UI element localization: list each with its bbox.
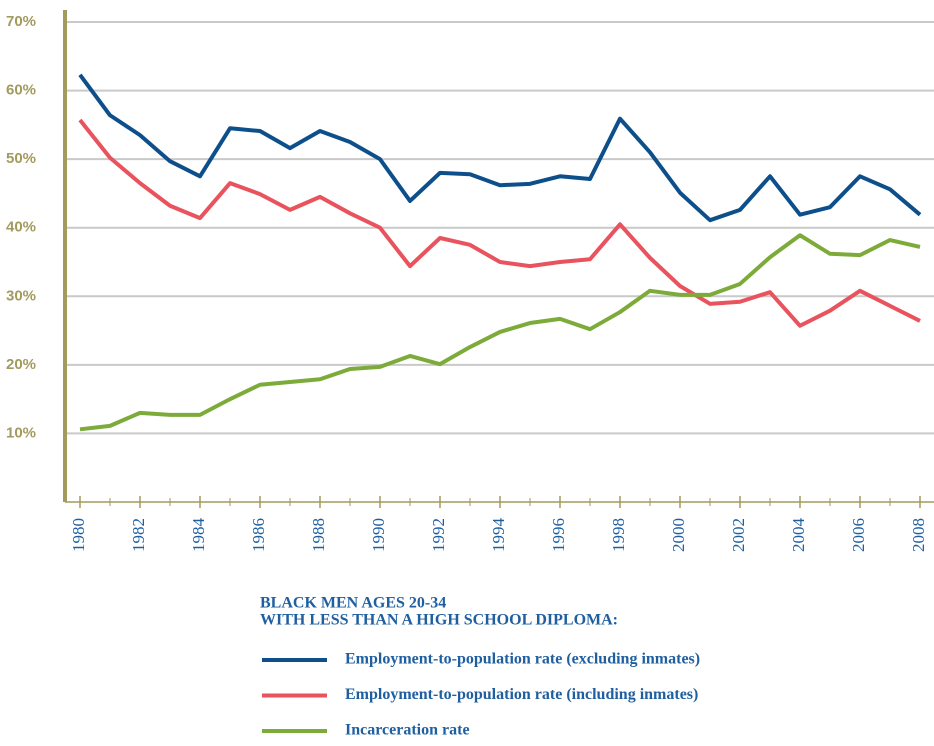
y-tick-label: 30%: [6, 287, 36, 304]
legend-title: WITH LESS THAN A HIGH SCHOOL DIPLOMA:: [260, 612, 618, 629]
legend-label: Employment-to-population rate (excluding…: [345, 651, 700, 668]
y-tick-label: 20%: [6, 356, 36, 373]
x-tick-label: 1982: [129, 518, 148, 552]
x-tick-label: 2004: [789, 518, 808, 553]
legend-label: Employment-to-population rate (including…: [345, 686, 698, 703]
y-tick-label: 40%: [6, 219, 36, 236]
x-tick-label: 2008: [909, 518, 928, 552]
series-line: [78, 118, 921, 328]
x-tick-label: 1994: [489, 518, 508, 553]
x-tick-label: 2000: [669, 518, 688, 552]
series-line: [79, 233, 921, 432]
x-tick-label: 1992: [429, 518, 448, 552]
x-tick-label: 1996: [549, 518, 568, 552]
x-tick-label: 1984: [189, 518, 208, 553]
x-tick-label: 1986: [249, 518, 268, 552]
x-tick-label: 2006: [849, 518, 868, 552]
x-tick-label: 1998: [609, 518, 628, 552]
y-tick-label: 50%: [6, 150, 36, 167]
x-tick-label: 2002: [729, 518, 748, 552]
y-tick-label: 60%: [6, 82, 36, 99]
y-tick-label: 10%: [6, 424, 36, 441]
x-tick-label: 1980: [69, 518, 88, 552]
x-tick-label: 1988: [309, 518, 328, 552]
legend-label: Incarceration rate: [345, 722, 470, 739]
series-line: [78, 73, 922, 223]
y-tick-label: 70%: [6, 13, 36, 30]
x-tick-label: 1990: [369, 518, 388, 552]
legend-title: BLACK MEN AGES 20-34: [260, 595, 446, 612]
